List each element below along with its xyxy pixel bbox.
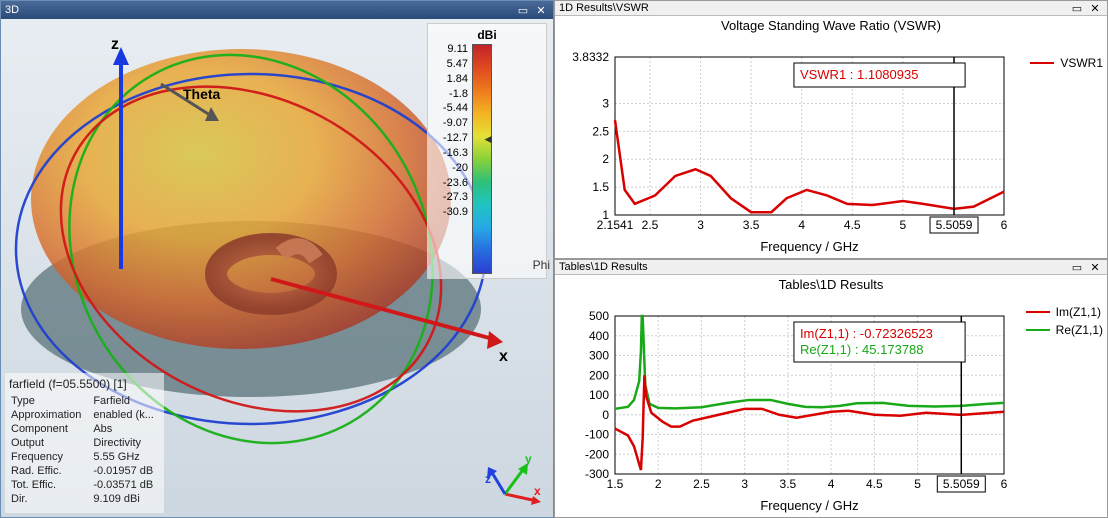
vswr-pane: 1D Results\VSWR ▭ ✕ Voltage Standing Wav… <box>554 0 1108 259</box>
svg-text:3: 3 <box>602 96 609 110</box>
axis-z-label: z <box>111 36 119 53</box>
svg-text:100: 100 <box>589 388 609 402</box>
colorbar-marker-icon: ◄ <box>482 132 494 146</box>
svg-text:-300: -300 <box>585 467 609 481</box>
z11-titlebar[interactable]: Tables\1D Results ▭ ✕ <box>555 260 1107 275</box>
info-table: TypeFarfield Approximationenabled (k... Co… <box>9 393 156 507</box>
3d-titlebar[interactable]: 3D ▭ ✕ <box>1 1 553 19</box>
3d-title: 3D <box>5 4 19 16</box>
svg-text:-200: -200 <box>585 447 609 461</box>
axis-x-label: x <box>499 348 508 365</box>
svg-text:4: 4 <box>798 218 805 232</box>
info-row: Approximationenabled (k... <box>11 409 154 421</box>
legend-item: Im(Z1,1) <box>1026 305 1103 319</box>
svg-text:0: 0 <box>602 408 609 422</box>
colorbar-tick: 5.47 <box>430 57 468 72</box>
maximize-icon[interactable]: ▭ <box>1069 260 1085 274</box>
colorbar-tick: -9.07 <box>430 116 468 131</box>
legend-item: Re(Z1,1) <box>1026 323 1103 337</box>
svg-text:2.5: 2.5 <box>693 477 710 491</box>
colorbar-strip <box>472 44 492 274</box>
svg-text:Re(Z1,1) : 45.173788: Re(Z1,1) : 45.173788 <box>800 342 924 357</box>
svg-text:Frequency / GHz: Frequency / GHz <box>760 498 858 513</box>
svg-text:Im(Z1,1) : -0.72326523: Im(Z1,1) : -0.72326523 <box>800 326 933 341</box>
svg-text:x: x <box>534 484 541 498</box>
svg-text:3.5: 3.5 <box>780 477 797 491</box>
vswr-titlebar[interactable]: 1D Results\VSWR ▭ ✕ <box>555 1 1107 16</box>
svg-text:300: 300 <box>589 349 609 363</box>
svg-text:4: 4 <box>828 477 835 491</box>
svg-text:6: 6 <box>1001 218 1008 232</box>
info-row: Rad. Effic.-0.01957 dB <box>11 465 154 477</box>
svg-text:5.5059: 5.5059 <box>943 477 980 491</box>
info-row: Tot. Effic.-0.03571 dB <box>11 479 154 491</box>
svg-text:5.5059: 5.5059 <box>936 218 973 232</box>
svg-text:4.5: 4.5 <box>844 218 861 232</box>
colorbar-tick: 9.11 <box>430 42 468 57</box>
svg-text:Frequency / GHz: Frequency / GHz <box>760 239 858 254</box>
maximize-icon[interactable]: ▭ <box>1069 1 1085 15</box>
z11-pane-title: Tables\1D Results <box>559 261 648 273</box>
svg-text:VSWR1 : 1.1080935: VSWR1 : 1.1080935 <box>800 67 919 82</box>
svg-text:3: 3 <box>741 477 748 491</box>
svg-text:4.5: 4.5 <box>866 477 883 491</box>
svg-text:2: 2 <box>602 152 609 166</box>
svg-text:500: 500 <box>589 309 609 323</box>
z11-chart-title: Tables\1D Results <box>555 277 1107 292</box>
svg-text:6: 6 <box>1001 477 1008 491</box>
z11-pane: Tables\1D Results ▭ ✕ Tables\1D Results … <box>554 259 1108 518</box>
colorbar-tick: -30.9 <box>430 205 468 220</box>
vswr-pane-title: 1D Results\VSWR <box>559 2 649 14</box>
3d-viewport[interactable]: z x Theta dBi 9.115.471.84-1.8-5.44-9.07… <box>1 19 553 517</box>
3d-viewport-pane: 3D ▭ ✕ <box>0 0 554 518</box>
svg-text:1.5: 1.5 <box>592 180 609 194</box>
colorbar-tick: 1.84 <box>430 72 468 87</box>
info-row: ComponentAbs <box>11 423 154 435</box>
svg-text:5: 5 <box>900 218 907 232</box>
svg-text:3.8332: 3.8332 <box>572 50 609 64</box>
close-icon[interactable]: ✕ <box>533 3 549 17</box>
z11-chart-area[interactable]: Tables\1D Results 1.5 2 2.5 3 3.5 4 4.5 5 5.5059… <box>555 275 1107 517</box>
vswr-legend: VSWR1 <box>1030 56 1103 74</box>
axis-theta-label: Theta <box>183 86 221 102</box>
svg-text:z: z <box>485 472 491 486</box>
svg-text:2.5: 2.5 <box>642 218 659 232</box>
colorbar-tick: -27.3 <box>430 190 468 205</box>
colorbar-tick: -20 <box>430 161 468 176</box>
info-header: farfield (f=05.5500) [1] <box>9 377 156 391</box>
colorbar-tick: -5.44 <box>430 101 468 116</box>
svg-text:y: y <box>525 452 532 466</box>
z11-legend: Im(Z1,1) Re(Z1,1) <box>1026 305 1103 341</box>
svg-text:3: 3 <box>697 218 704 232</box>
vswr-chart-svg: 2.15412.533.544.555.5059611.522.533.8332… <box>555 33 1108 255</box>
svg-text:200: 200 <box>589 368 609 382</box>
info-row: OutputDirectivity <box>11 437 154 449</box>
colorbar-tick: -23.6 <box>430 176 468 191</box>
svg-text:-100: -100 <box>585 428 609 442</box>
svg-text:1: 1 <box>602 208 609 222</box>
colorbar-tick: -16.3 <box>430 146 468 161</box>
vswr-chart-title: Voltage Standing Wave Ratio (VSWR) <box>555 18 1107 33</box>
close-icon[interactable]: ✕ <box>1087 1 1103 15</box>
axis-gizmo[interactable]: x y z <box>485 449 545 509</box>
svg-text:1.5: 1.5 <box>607 477 624 491</box>
colorbar-tick: -12.7 <box>430 131 468 146</box>
svg-text:400: 400 <box>589 329 609 343</box>
svg-text:2: 2 <box>655 477 662 491</box>
info-row: Frequency5.55 GHz <box>11 451 154 463</box>
svg-text:5: 5 <box>914 477 921 491</box>
colorbar-tick: -1.8 <box>430 87 468 102</box>
svg-text:2.5: 2.5 <box>592 124 609 138</box>
colorbar: dBi 9.115.471.84-1.8-5.44-9.07-12.7-16.3… <box>427 23 547 279</box>
info-row: Dir.9.109 dBi <box>11 493 154 505</box>
close-icon[interactable]: ✕ <box>1087 260 1103 274</box>
farfield-info-panel: farfield (f=05.5500) [1] TypeFarfield App… <box>5 373 164 513</box>
axis-phi-label: Phi <box>533 258 550 272</box>
maximize-icon[interactable]: ▭ <box>515 3 531 17</box>
colorbar-title: dBi <box>430 28 544 42</box>
svg-text:3.5: 3.5 <box>743 218 760 232</box>
legend-item: VSWR1 <box>1030 56 1103 70</box>
info-row: TypeFarfield <box>11 395 154 407</box>
vswr-chart-area[interactable]: Voltage Standing Wave Ratio (VSWR) 2.154… <box>555 16 1107 258</box>
